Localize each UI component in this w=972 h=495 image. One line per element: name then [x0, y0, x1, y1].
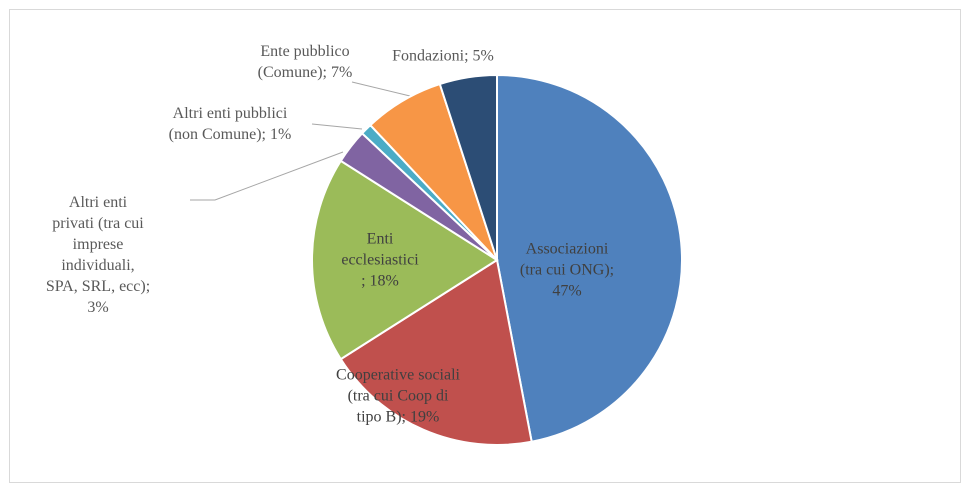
leader-line — [351, 81, 411, 97]
chart-frame — [9, 9, 961, 483]
data-label: Altri enti privati (tra cui imprese indi… — [45, 194, 151, 316]
data-label: Enti ecclesiastici ; 18% — [341, 230, 419, 290]
data-label: Associazioni (tra cui ONG); 47% — [519, 240, 615, 300]
leader-line — [311, 123, 363, 130]
data-label: Altri enti pubblici (non Comune); 1% — [168, 105, 292, 143]
pie-slice — [438, 73, 498, 261]
leader-line — [190, 151, 344, 201]
data-label: Ente pubblico (Comune); 7% — [257, 43, 353, 81]
data-label: Fondazioni; 5% — [392, 47, 494, 65]
data-label: Cooperative sociali (tra cui Coop di tip… — [336, 366, 460, 426]
leader-lines — [190, 81, 411, 201]
pie-slice — [339, 258, 533, 446]
pie-slice — [496, 73, 683, 443]
pie-slice — [311, 159, 499, 361]
